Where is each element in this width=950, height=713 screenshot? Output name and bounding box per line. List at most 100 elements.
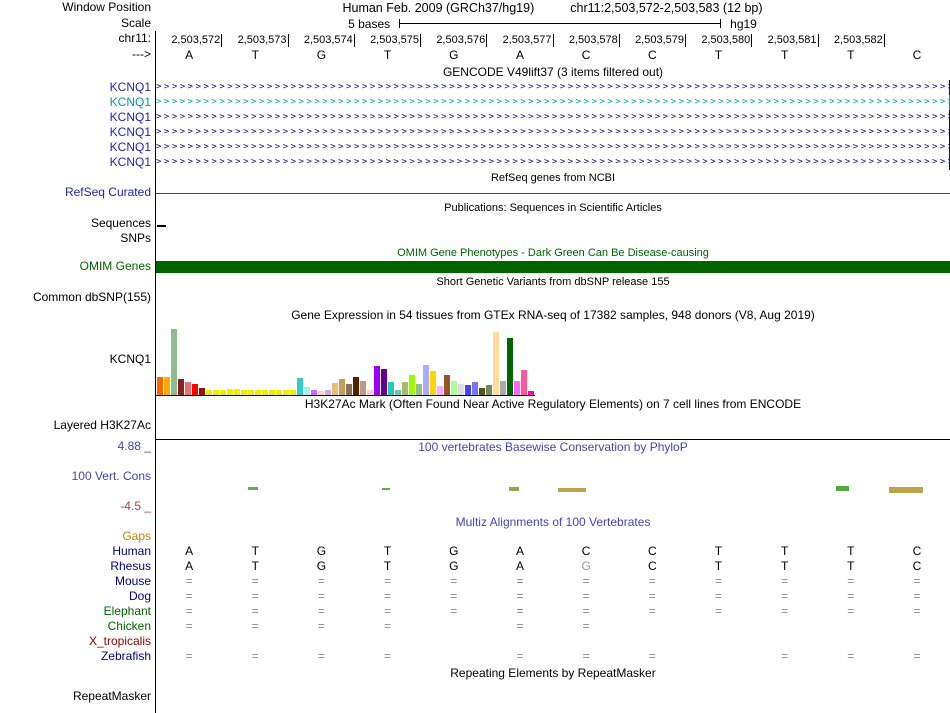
ruler-position[interactable]: 2,503,573 (222, 34, 289, 47)
ruler-position[interactable]: 2,503,576 (421, 34, 488, 47)
ruler-position[interactable]: 2,503,574 (289, 34, 355, 47)
ruler-cells[interactable]: 2,503,572 2,503,573 2,503,574 2,503,575 2,50… (155, 31, 950, 47)
gene-label[interactable]: KCNQ1 (109, 110, 151, 124)
dbsnp-track[interactable] (155, 290, 950, 306)
multiz-track[interactable]: = = = = = = = = = = = = (155, 604, 950, 619)
gtex-bar (395, 390, 401, 395)
gene-track[interactable]: >>>>>>>>>>>>>>>>>>>>>>>>>>>>>>>>>>>>>>>>… (155, 95, 950, 110)
multiz-species-label[interactable]: Human (112, 544, 151, 558)
dbsnp-title[interactable]: Short Genetic Variants from dbSNP releas… (436, 276, 670, 288)
gene-label[interactable]: KCNQ1 (109, 155, 151, 169)
refseq-curated-label[interactable]: RefSeq Curated (64, 186, 151, 200)
alignment-cell (222, 634, 288, 649)
h3k27ac-track[interactable] (155, 412, 950, 440)
multiz-species-label[interactable]: Zebrafish (100, 649, 151, 663)
base-letter: T (383, 48, 392, 62)
sequences-track[interactable] (155, 216, 950, 231)
gene-label[interactable]: KCNQ1 (109, 125, 151, 139)
gtex-bar (367, 390, 373, 395)
ruler-position[interactable]: 2,503,580 (686, 34, 753, 47)
ruler-row: chr11: 2,503,572 2,503,573 2,503,574 2,503,… (0, 31, 950, 47)
gtex-track[interactable] (155, 324, 950, 396)
cons-label[interactable]: 100 Vert. Cons (71, 470, 151, 484)
gtex-bar (297, 378, 303, 395)
alignment-cell: = (781, 589, 789, 603)
gtex-gene-label[interactable]: KCNQ1 (109, 353, 151, 367)
snps-label[interactable]: SNPs (120, 231, 151, 245)
ruler-position[interactable]: 2,503,575 (355, 34, 421, 47)
alignment-cell: = (913, 589, 921, 603)
multiz-species-label[interactable]: Chicken (107, 619, 151, 633)
gtex-bar (521, 370, 527, 395)
multiz-species-label[interactable]: Mouse (114, 574, 151, 588)
gene-track[interactable]: >>>>>>>>>>>>>>>>>>>>>>>>>>>>>>>>>>>>>>>>… (155, 110, 950, 125)
position-text[interactable]: chr11:2,503,572-2,503,583 (12 bp) (570, 1, 763, 15)
multiz-title[interactable]: Multiz Alignments of 100 Vertebrates (455, 515, 651, 529)
ruler-position[interactable]: 2,503,578 (554, 34, 620, 47)
gene-track[interactable]: >>>>>>>>>>>>>>>>>>>>>>>>>>>>>>>>>>>>>>>>… (155, 140, 950, 155)
assembly-text: Human Feb. 2009 (GRCh37/hg19) (342, 1, 535, 15)
alignment-cell: = (317, 649, 325, 663)
alignment-cell: = (714, 604, 722, 618)
base-letter: T (251, 48, 259, 62)
multiz-species-label[interactable]: Elephant (103, 604, 151, 618)
repeat-title[interactable]: Repeating Elements by RepeatMasker (450, 665, 656, 680)
sequences-label[interactable]: Sequences (90, 216, 151, 230)
h3k27ac-title[interactable]: H3K27Ac Mark (Often Found Near Active Re… (304, 397, 802, 411)
gene-label[interactable]: KCNQ1 (109, 140, 151, 154)
omim-row: OMIM Genes (0, 260, 950, 274)
gtex-bar (381, 369, 387, 395)
repeat-label[interactable]: RepeatMasker (72, 690, 151, 704)
window-position-row: Window Position Human Feb. 2009 (GRCh37/… (0, 0, 950, 16)
gtex-bar (332, 383, 338, 395)
base-letter: G (449, 48, 459, 62)
omim-title[interactable]: OMIM Gene Phenotypes - Dark Green Can Be… (397, 247, 709, 259)
omim-track[interactable] (155, 260, 950, 274)
snps-track[interactable] (155, 231, 950, 246)
ruler-position[interactable]: 2,503,581 (752, 34, 819, 47)
cons-marks[interactable] (155, 454, 950, 500)
gene-row: KCNQ1 >>>>>>>>>>>>>>>>>>>>>>>>>>>>>>>>>>>… (0, 110, 950, 125)
multiz-track[interactable] (155, 634, 950, 649)
alignment-cell (818, 619, 884, 634)
alignment-cell: = (582, 649, 590, 663)
gaps-label[interactable]: Gaps (122, 530, 151, 544)
gene-track[interactable]: >>>>>>>>>>>>>>>>>>>>>>>>>>>>>>>>>>>>>>>>… (155, 155, 950, 170)
alignment-cell (553, 634, 619, 649)
gene-label[interactable]: KCNQ1 (109, 95, 151, 109)
dbsnp-label[interactable]: Common dbSNP(155) (32, 291, 151, 305)
multiz-track[interactable]: = = = = = = = = = = = = (155, 589, 950, 604)
multiz-row: Rhesus A T G T G A G C T T T C (0, 559, 950, 574)
multiz-species-label[interactable]: X_tropicalis (88, 634, 151, 648)
gene-label[interactable]: KCNQ1 (109, 80, 151, 94)
genome-text: hg19 (730, 16, 757, 31)
ruler-position[interactable]: 2,503,582 (819, 34, 885, 47)
omim-label[interactable]: OMIM Genes (79, 260, 151, 274)
alignment-cell (884, 634, 950, 649)
gaps-track[interactable] (155, 530, 950, 544)
cons-min-row: -4.5 _ (0, 500, 950, 514)
omim-gene-bar[interactable] (156, 261, 950, 273)
gtex-title[interactable]: Gene Expression in 54 tissues from GTEx … (291, 308, 815, 322)
multiz-species-label[interactable]: Dog (128, 589, 151, 603)
pubs-title[interactable]: Publications: Sequences in Scientific Ar… (444, 202, 662, 214)
gene-track[interactable]: >>>>>>>>>>>>>>>>>>>>>>>>>>>>>>>>>>>>>>>>… (155, 125, 950, 140)
gene-track[interactable]: >>>>>>>>>>>>>>>>>>>>>>>>>>>>>>>>>>>>>>>>… (155, 80, 950, 95)
cons-title[interactable]: 100 vertebrates Basewise Conservation by… (418, 440, 688, 454)
gene-row: KCNQ1 >>>>>>>>>>>>>>>>>>>>>>>>>>>>>>>>>>>… (0, 80, 950, 95)
multiz-species-label[interactable]: Rhesus (110, 559, 151, 573)
multiz-track[interactable]: = = = = = = = = = = = = (155, 574, 950, 589)
ruler-position[interactable]: 2,503,579 (620, 34, 686, 47)
h3k27ac-label[interactable]: Layered H3K27Ac (53, 419, 151, 433)
refseq-title[interactable]: RefSeq genes from NCBI (490, 172, 616, 184)
refseq-curated-track[interactable] (155, 186, 950, 200)
ruler-position[interactable]: 2,503,577 (487, 34, 554, 47)
alignment-cell: C (912, 559, 922, 573)
multiz-track[interactable]: = = = = = = (155, 619, 950, 634)
gencode-title[interactable]: GENCODE V49lift37 (3 items filtered out) (442, 64, 664, 79)
ruler-position[interactable]: 2,503,572 (156, 34, 223, 47)
repeat-track[interactable] (155, 681, 950, 713)
multiz-track[interactable]: = = = = = = = = = = (155, 649, 950, 664)
